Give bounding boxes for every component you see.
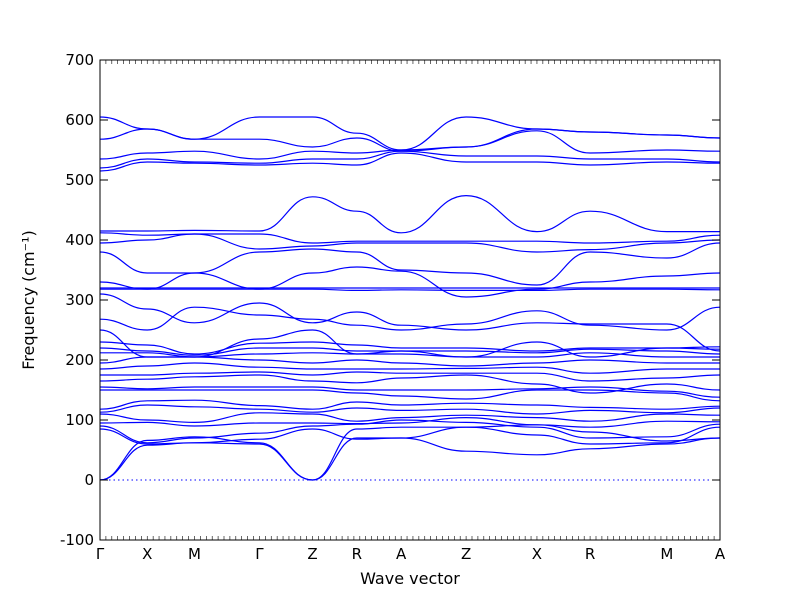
band-line-3 — [99, 426, 721, 445]
band-line-10 — [99, 386, 721, 398]
x-tick-label: M — [188, 545, 201, 563]
band-line-21 — [99, 288, 721, 292]
x-tick-label: X — [532, 545, 542, 563]
x-tick-label: M — [660, 545, 673, 563]
y-axis-label: Frequency (cm⁻¹) — [19, 230, 38, 369]
band-line-20 — [99, 293, 721, 352]
band-line-24 — [99, 242, 721, 286]
band-line-1 — [99, 424, 721, 481]
x-tick-label: Γ — [255, 545, 264, 563]
y-tick-label: 700 — [65, 51, 94, 69]
y-tick-label: 500 — [65, 171, 94, 189]
band-line-23 — [99, 266, 721, 298]
x-tick-label: X — [142, 545, 152, 563]
band-line-7 — [99, 404, 721, 415]
band-line-2 — [99, 436, 721, 481]
x-tick-label: Γ — [96, 545, 105, 563]
plot-frame — [99, 59, 721, 541]
x-tick-label: Z — [307, 545, 317, 563]
y-tick-label: 200 — [65, 351, 94, 369]
band-line-18 — [99, 329, 721, 358]
band-line-29 — [99, 150, 721, 169]
y-tick-label: 600 — [65, 111, 94, 129]
band-line-12 — [100, 371, 721, 382]
x-tick-label: Z — [461, 545, 471, 563]
band-line-31 — [99, 128, 721, 152]
band-line-26 — [99, 232, 721, 244]
y-tick-label: 100 — [65, 411, 94, 429]
band-line-30 — [99, 130, 721, 160]
band-line-6 — [99, 412, 721, 424]
bands-layer — [99, 116, 721, 481]
band-line-8 — [99, 399, 721, 410]
x-tick-label: R — [352, 545, 362, 563]
band-line-27 — [100, 194, 720, 234]
band-line-19 — [99, 306, 721, 331]
y-tick-label: 0 — [84, 471, 94, 489]
y-tick-label: 300 — [65, 291, 94, 309]
x-tick-label: A — [396, 545, 407, 563]
band-line-17 — [99, 341, 721, 355]
band-line-13 — [99, 362, 720, 374]
band-line-25 — [99, 233, 721, 253]
band-line-4 — [99, 419, 721, 444]
x-tick-label: R — [585, 545, 595, 563]
band-line-32 — [99, 116, 721, 151]
band-line-5 — [99, 416, 721, 428]
y-tick-label: -100 — [60, 531, 94, 549]
band-line-14 — [99, 356, 720, 367]
band-line-28 — [99, 152, 721, 172]
band-line-11 — [99, 374, 721, 394]
band-line-9 — [100, 389, 721, 402]
x-tick-label: A — [715, 545, 726, 563]
band-line-16 — [99, 347, 721, 356]
y-tick-label: 400 — [65, 231, 94, 249]
x-axis-label: Wave vector — [360, 569, 460, 588]
y-axis: -100 0 100 200 300 400 500 600 700 — [60, 51, 720, 549]
